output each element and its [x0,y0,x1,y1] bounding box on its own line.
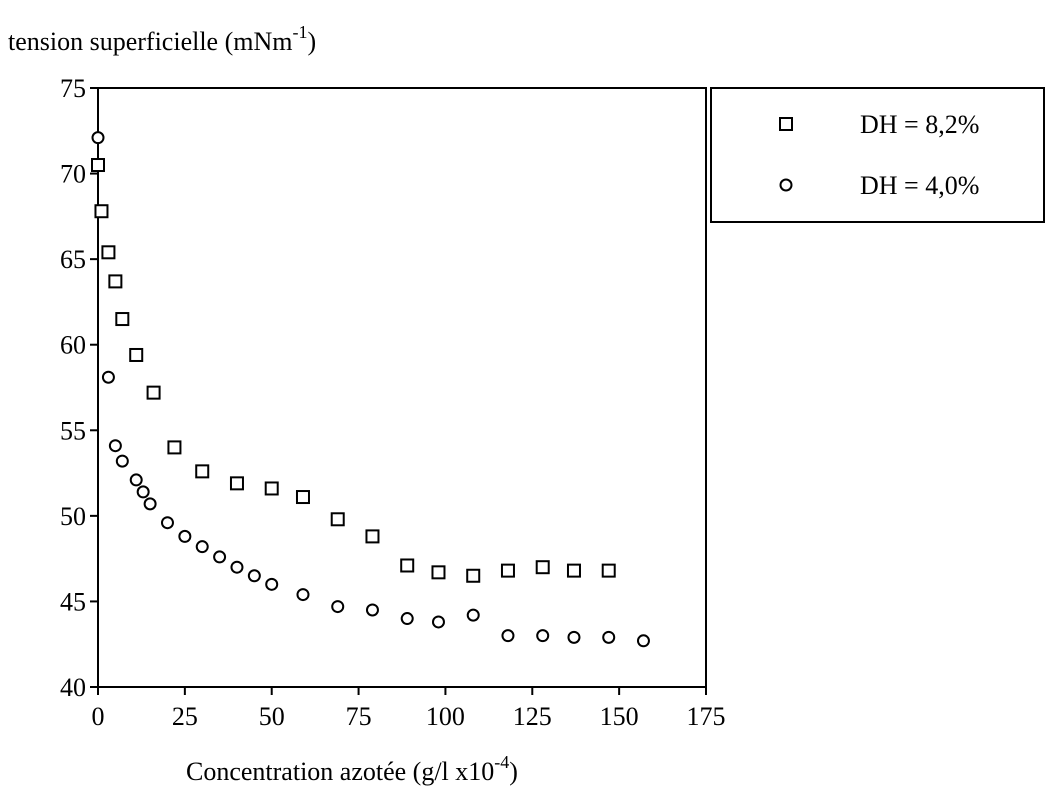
x-tick-label: 100 [426,702,465,731]
data-point-dh-8-2 [365,529,380,544]
data-point-dh-4-0 [431,615,445,629]
data-point-dh-4-0 [195,540,209,554]
data-point-dh-4-0 [501,629,515,643]
data-point-dh-8-2 [129,347,144,362]
data-point-dh-4-0 [178,529,192,543]
data-point-dh-4-0 [136,485,150,499]
data-point-dh-8-2 [94,204,109,219]
y-tick-label: 65 [60,245,86,274]
data-point-dh-8-2 [264,481,279,496]
data-point-dh-4-0 [160,516,174,530]
y-tick-label: 40 [60,673,86,702]
legend: DH = 8,2% DH = 4,0% [710,87,1045,223]
data-point-dh-4-0 [230,560,244,574]
y-tick-label: 45 [60,587,86,616]
data-point-dh-8-2 [195,464,210,479]
data-point-dh-8-2 [400,558,415,573]
x-tick-label: 0 [92,702,105,731]
data-point-dh-4-0 [143,497,157,511]
legend-marker-circle [779,178,793,192]
y-axis-title: tension superficielle (mNm-1) [8,22,316,56]
data-point-dh-4-0 [129,473,143,487]
y-tick-label: 60 [60,331,86,360]
data-point-dh-4-0 [331,600,345,614]
data-point-dh-8-2 [601,563,616,578]
y-tick-label: 55 [60,416,86,445]
data-point-dh-4-0 [91,131,105,145]
plot-frame [97,87,707,688]
data-point-dh-8-2 [566,563,581,578]
data-point-dh-4-0 [296,588,310,602]
data-point-dh-4-0 [466,608,480,622]
data-point-dh-8-2 [108,274,123,289]
y-axis: 40 45 50 55 60 65 70 75 [60,74,98,702]
data-point-dh-4-0 [108,439,122,453]
y-tick-label: 75 [60,74,86,103]
data-point-dh-8-2 [330,512,345,527]
x-tick-label: 125 [513,702,552,731]
data-point-dh-4-0 [400,612,414,626]
data-point-dh-4-0 [247,569,261,583]
x-tick-label: 150 [600,702,639,731]
y-tick-label: 70 [60,160,86,189]
data-point-dh-4-0 [213,550,227,564]
data-point-dh-4-0 [536,629,550,643]
data-point-dh-8-2 [295,490,310,505]
data-point-dh-8-2 [101,245,116,260]
data-point-dh-8-2 [167,440,182,455]
x-tick-label: 175 [687,702,726,731]
data-point-dh-8-2 [431,565,446,580]
data-point-dh-4-0 [265,577,279,591]
legend-label-dh-4-0: DH = 4,0% [860,171,979,200]
x-axis: 0 25 50 75 100 125 150 175 [92,687,726,731]
data-points [91,131,650,648]
y-tick-label: 50 [60,502,86,531]
data-point-dh-4-0 [115,454,129,468]
data-point-dh-8-2 [146,385,161,400]
data-point-dh-8-2 [535,560,550,575]
data-point-dh-4-0 [567,630,581,644]
x-tick-label: 25 [172,702,198,731]
x-tick-label: 50 [259,702,285,731]
data-point-dh-8-2 [229,476,244,491]
data-point-dh-8-2 [91,158,105,173]
data-point-dh-8-2 [115,312,130,327]
legend-marker-square [779,117,793,131]
data-point-dh-8-2 [500,563,515,578]
data-point-dh-4-0 [602,630,616,644]
legend-box [710,87,1045,223]
data-point-dh-4-0 [101,370,115,384]
x-axis-title: Concentration azotée (g/l x10-4) [186,752,518,786]
data-point-dh-4-0 [365,603,379,617]
data-point-dh-4-0 [636,634,650,648]
x-tick-label: 75 [346,702,372,731]
data-point-dh-8-2 [466,568,481,583]
legend-label-dh-8-2: DH = 8,2% [860,110,979,139]
